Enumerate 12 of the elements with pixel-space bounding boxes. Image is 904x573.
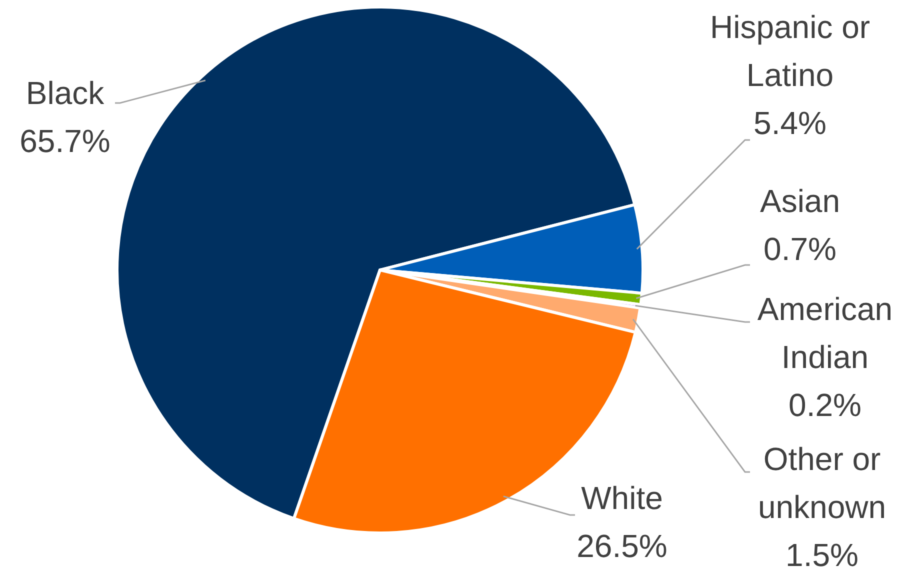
slice-label: Black xyxy=(26,75,106,111)
slice-label: White xyxy=(581,480,663,516)
data-label: 1.5% xyxy=(786,537,858,573)
slice-label: Other or unknown xyxy=(758,441,886,525)
data-label: 26.5% xyxy=(576,528,668,564)
data-label: 5.4% xyxy=(754,105,826,141)
slice-label: Hispanic or Latino xyxy=(710,9,870,93)
slice-label: American Indian xyxy=(757,291,893,375)
data-label: 65.7% xyxy=(20,123,110,159)
slice-label: Asian xyxy=(760,183,840,219)
data-label: 0.7% xyxy=(764,231,836,267)
data-label: 0.2% xyxy=(788,387,862,423)
